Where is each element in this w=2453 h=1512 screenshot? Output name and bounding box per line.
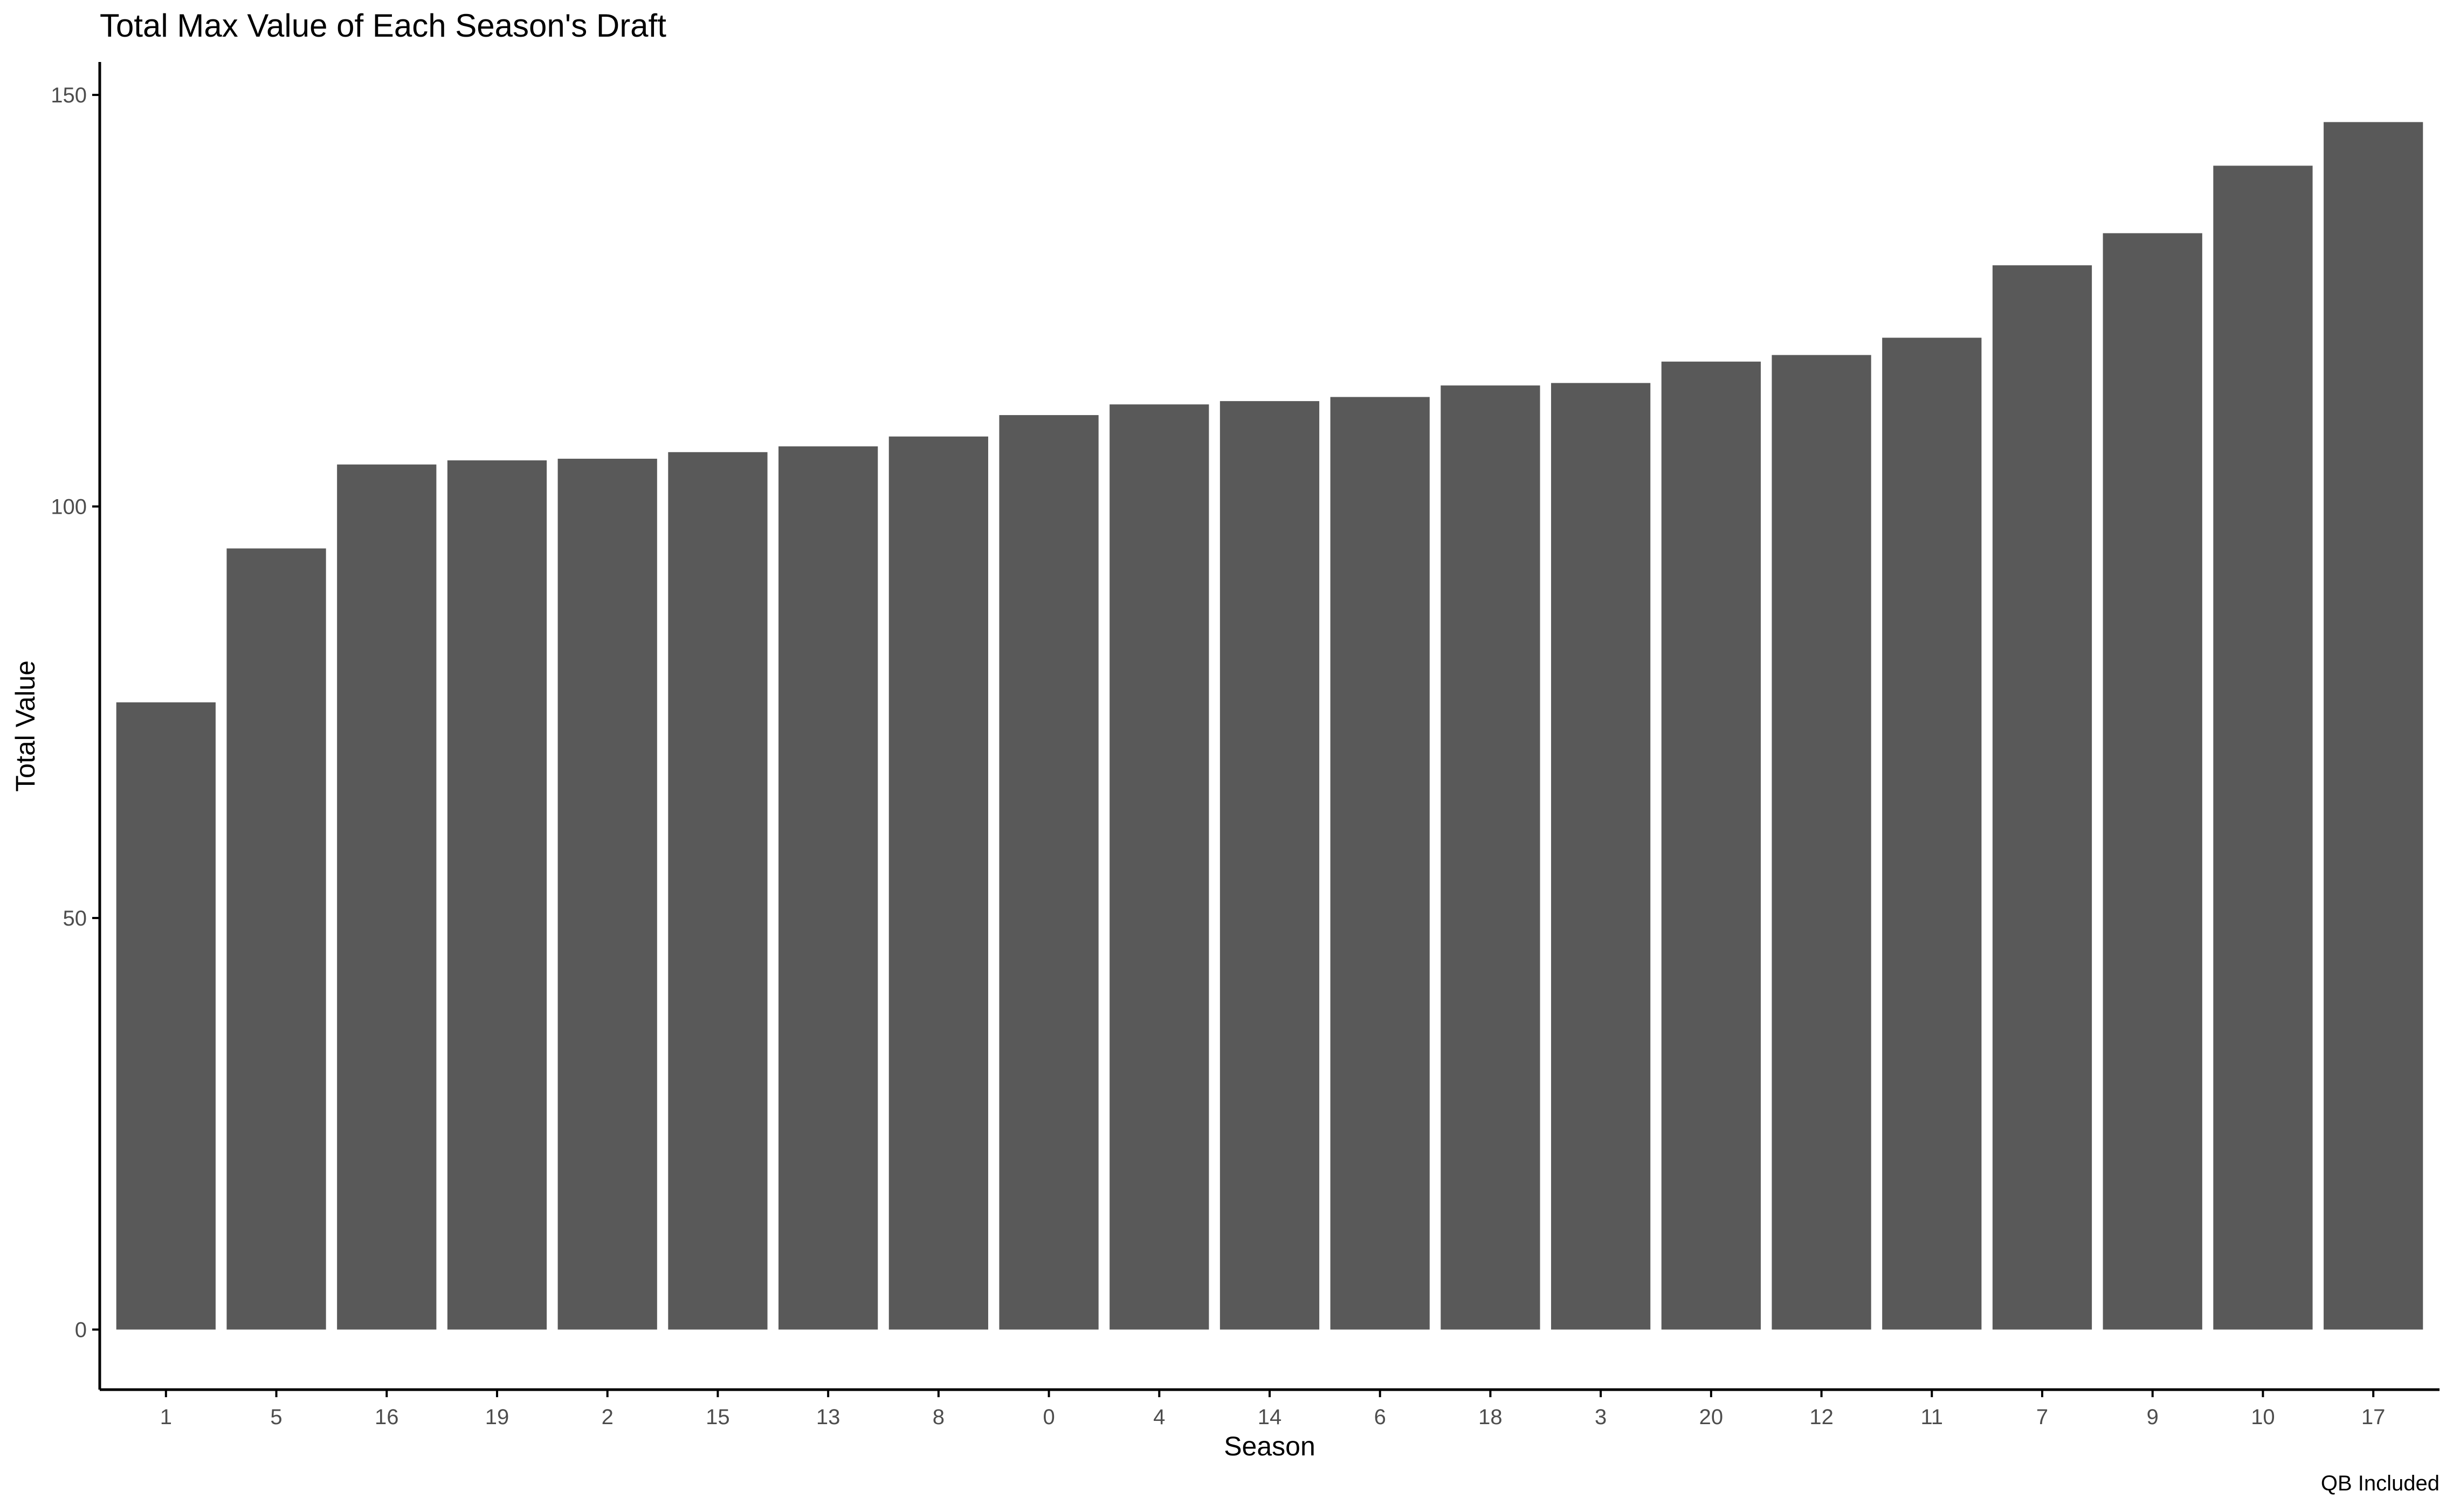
x-tick-label: 20: [1699, 1405, 1724, 1429]
bar-season-18: [1441, 385, 1540, 1330]
x-tick-label: 5: [270, 1405, 282, 1429]
x-tick-label: 10: [2251, 1405, 2275, 1429]
x-tick-label: 4: [1153, 1405, 1165, 1429]
bar-season-8: [888, 436, 988, 1330]
x-tick-label: 8: [933, 1405, 945, 1429]
x-tick-label: 17: [2361, 1405, 2386, 1429]
bar-season-11: [1882, 337, 1982, 1330]
x-tick-label: 13: [816, 1405, 840, 1429]
bar-season-2: [557, 458, 657, 1330]
bar-season-19: [447, 460, 547, 1330]
x-tick-label: 12: [1809, 1405, 1834, 1429]
bar-season-17: [2324, 122, 2423, 1330]
bar-season-7: [1992, 265, 2092, 1330]
y-tick-label: 50: [63, 907, 87, 930]
bar-season-10: [2213, 165, 2313, 1330]
bar-season-4: [1110, 404, 1209, 1330]
x-tick-label: 9: [2147, 1405, 2159, 1429]
x-tick-label: 6: [1374, 1405, 1386, 1429]
bar-season-12: [1772, 355, 1871, 1330]
bar-season-9: [2103, 233, 2202, 1330]
bar-season-5: [226, 548, 326, 1330]
bar-season-3: [1551, 383, 1651, 1330]
chart-title: Total Max Value of Each Season's Draft: [100, 8, 666, 44]
bar-season-16: [337, 464, 437, 1330]
bar-season-14: [1219, 401, 1320, 1330]
bar-season-6: [1330, 397, 1430, 1330]
x-tick-label: 15: [706, 1405, 730, 1429]
bar-season-13: [778, 446, 878, 1330]
x-tick-label: 3: [1595, 1405, 1607, 1429]
bar-season-0: [999, 415, 1099, 1330]
y-ticks-layer: 0 50 100 150: [51, 84, 100, 1342]
y-tick-label: 150: [51, 84, 87, 107]
y-tick-label: 100: [51, 495, 87, 519]
y-axis-title: Total Value: [10, 660, 40, 792]
x-tick-label: 1: [160, 1405, 172, 1429]
chart-caption: QB Included: [2321, 1472, 2440, 1495]
y-tick-label: 0: [75, 1318, 87, 1342]
bar-season-15: [668, 452, 768, 1330]
x-tick-label: 14: [1258, 1405, 1282, 1429]
bar-season-20: [1661, 361, 1761, 1330]
x-tick-label: 11: [1921, 1405, 1944, 1429]
bars-layer: [116, 122, 2423, 1330]
x-ticks-layer: 1 5 16 19 2 15 13 8 0 4 14 6 18 3 20 12 11 7 9 10 17: [160, 1390, 2386, 1429]
x-tick-label: 7: [2036, 1405, 2048, 1429]
x-axis-title: Season: [1224, 1431, 1315, 1461]
bar-season-1: [116, 702, 216, 1330]
x-tick-label: 0: [1043, 1405, 1055, 1429]
x-tick-label: 19: [485, 1405, 509, 1429]
x-tick-label: 18: [1478, 1405, 1503, 1429]
x-tick-label: 2: [602, 1405, 614, 1429]
x-tick-label: 16: [375, 1405, 399, 1429]
